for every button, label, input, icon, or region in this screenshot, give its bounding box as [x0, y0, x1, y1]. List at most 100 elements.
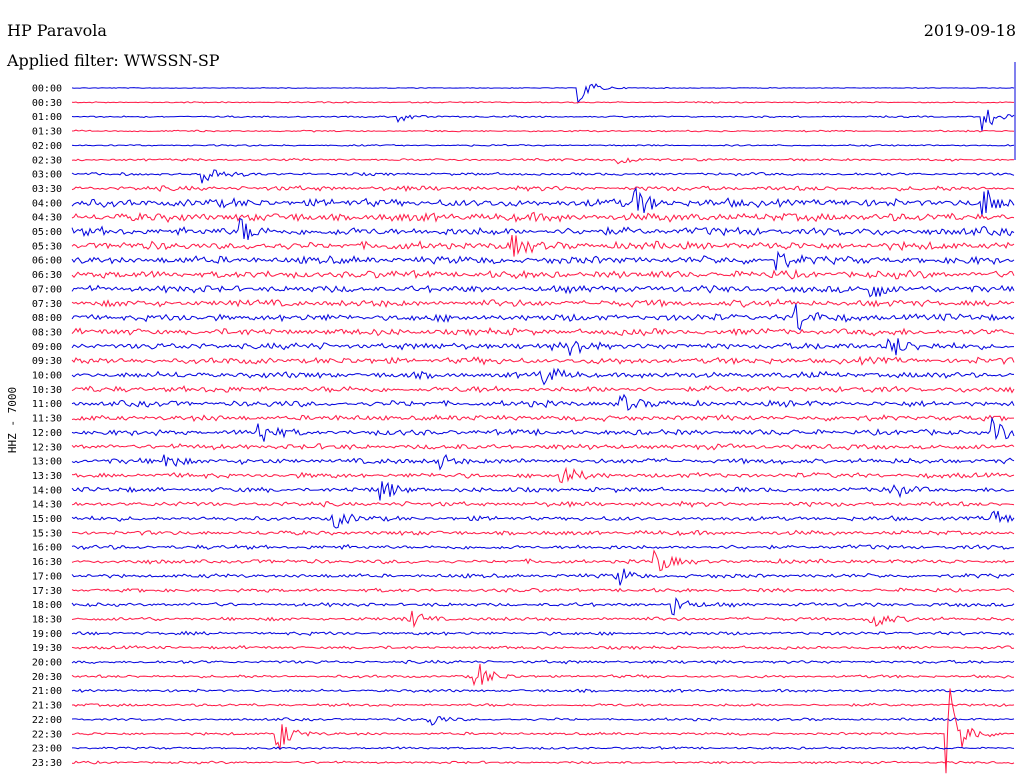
trace-0100: [71, 109, 1015, 132]
filter-label: Applied filter: WWSSN-SP: [7, 51, 220, 70]
trace-1100: [71, 393, 1015, 411]
trace-0800: [71, 303, 1015, 331]
time-label-0830: 08:30: [32, 327, 62, 338]
trace-0900: [71, 338, 1014, 356]
time-label-0230: 02:30: [32, 155, 62, 166]
time-label-0430: 04:30: [32, 213, 62, 224]
time-label-1430: 14:30: [32, 500, 62, 511]
time-label-2130: 21:30: [32, 701, 62, 712]
time-label-group: 00:00 00:30 01:00 01:30 02:00 02:30 03:00 03:30…: [32, 84, 62, 769]
time-label-0500: 05:00: [32, 227, 62, 238]
time-label-1730: 17:30: [32, 586, 62, 597]
time-label-0030: 00:30: [32, 98, 62, 109]
trace-2200: [71, 716, 1015, 726]
trace-0200: [71, 143, 1015, 147]
trace-2130: [71, 702, 1015, 708]
time-label-0130: 01:30: [32, 127, 62, 138]
time-label-0900: 09:00: [32, 342, 62, 353]
time-label-0330: 03:30: [32, 184, 62, 195]
trace-1000: [71, 367, 1014, 386]
time-label-1200: 12:00: [32, 428, 62, 439]
time-label-0400: 04:00: [32, 198, 62, 209]
time-label-1800: 18:00: [32, 600, 62, 611]
trace-1300: [71, 454, 1015, 471]
time-label-0600: 06:00: [32, 256, 62, 267]
time-label-2000: 20:00: [32, 658, 62, 669]
trace-0630: [71, 268, 1015, 280]
time-label-1630: 16:30: [32, 557, 62, 568]
trace-0930: [71, 355, 1015, 366]
time-label-2100: 21:00: [32, 686, 62, 697]
trace-0230: [71, 157, 1015, 165]
trace-0830: [71, 327, 1015, 337]
trace-1430: [71, 500, 1015, 508]
time-label-0800: 08:00: [32, 313, 62, 324]
trace-1500: [71, 510, 1015, 529]
time-label-1400: 14:00: [32, 485, 62, 496]
time-label-2230: 22:30: [32, 729, 62, 740]
time-label-1300: 13:00: [32, 457, 62, 468]
trace-1730: [71, 587, 1015, 593]
trace-1200: [71, 416, 1015, 442]
time-label-1600: 16:00: [32, 543, 62, 554]
trace-0530: [71, 235, 1015, 257]
trace-0430: [71, 211, 1015, 223]
time-label-1230: 12:30: [32, 442, 62, 453]
time-label-1900: 19:00: [32, 629, 62, 640]
time-label-2030: 20:30: [32, 672, 62, 683]
time-label-1100: 11:00: [32, 399, 62, 410]
trace-1800: [71, 597, 1015, 616]
station-title: HP Paravola: [7, 21, 107, 40]
time-label-0630: 06:30: [32, 270, 62, 281]
trace-0700: [71, 284, 1015, 298]
time-label-2200: 22:00: [32, 715, 62, 726]
trace-0330: [71, 184, 1015, 193]
trace-1700: [71, 568, 1015, 586]
trace-1930: [71, 645, 1015, 651]
trace-0730: [71, 298, 1015, 309]
trace-0300: [71, 169, 1015, 184]
time-label-2330: 23:30: [32, 758, 62, 769]
time-label-0730: 07:30: [32, 299, 62, 310]
trace-1630: [71, 549, 1015, 572]
trace-2330: [71, 760, 1015, 765]
time-label-1000: 10:00: [32, 371, 62, 382]
trace-0130: [71, 129, 1015, 133]
time-label-1500: 15:00: [32, 514, 62, 525]
time-label-1330: 13:30: [32, 471, 62, 482]
time-label-0700: 07:00: [32, 284, 62, 295]
time-label-1700: 17:00: [32, 571, 62, 582]
date-label: 2019-09-18: [923, 21, 1016, 40]
time-label-0930: 09:30: [32, 356, 62, 367]
time-label-0200: 02:00: [32, 141, 62, 152]
trace-1030: [71, 385, 1015, 394]
trace-1230: [71, 443, 1015, 451]
trace-1830: [71, 610, 1015, 629]
time-label-2300: 23:00: [32, 744, 62, 755]
trace-1130: [71, 414, 1014, 423]
trace-1330: [71, 466, 1015, 484]
trace-0030: [71, 100, 1014, 104]
trace-2030: [71, 663, 1015, 687]
trace-1600: [71, 543, 1015, 551]
time-label-1030: 10:30: [32, 385, 62, 396]
trace-1400: [71, 481, 1015, 501]
trace-2230: [71, 688, 1015, 774]
trace-2300: [72, 746, 1015, 751]
trace-1900: [71, 630, 1015, 637]
trace-group: [71, 62, 1016, 774]
time-label-1930: 19:30: [32, 643, 62, 654]
time-label-1130: 11:30: [32, 414, 62, 425]
time-label-0100: 01:00: [32, 112, 62, 123]
time-label-0000: 00:00: [32, 84, 62, 95]
trace-2100: [71, 688, 1015, 694]
trace-1530: [72, 529, 1015, 537]
trace-0000: [71, 83, 1015, 104]
time-label-0300: 03:00: [32, 170, 62, 181]
time-label-0530: 05:30: [32, 241, 62, 252]
trace-0600: [71, 250, 1015, 271]
time-label-1530: 15:30: [32, 528, 62, 539]
time-label-1830: 18:30: [32, 614, 62, 625]
trace-0500: [71, 217, 1015, 240]
